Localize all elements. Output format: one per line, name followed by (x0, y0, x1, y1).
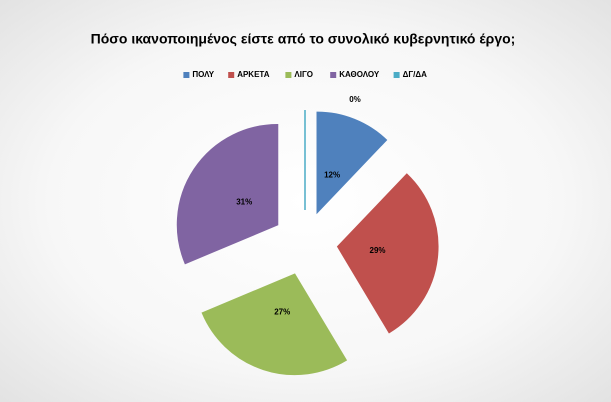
legend: ΠΟΛΥ ΑΡΚΕΤΑ ΛΙΓΟ ΚΑΘΟΛΟΥ ΔΓ/ΔΑ (183, 70, 427, 79)
legend-label: ΛΙΓΟ (294, 70, 313, 79)
legend-swatch (183, 72, 190, 78)
legend-swatch (330, 72, 337, 78)
data-label: 12% (324, 170, 340, 179)
data-label: 31% (236, 198, 252, 207)
legend-label: ΚΑΘΟΛΟΥ (339, 70, 380, 79)
legend-label: ΠΟΛΥ (192, 70, 214, 79)
pie-slice (316, 111, 388, 215)
legend-swatch (228, 72, 235, 78)
data-label: 0% (349, 95, 361, 104)
legend-swatch (393, 72, 400, 78)
chart-title: Πόσο ικανοποιημένος είστε από το συνολικ… (91, 31, 516, 47)
pie-slice (201, 273, 348, 376)
legend-label: ΑΡΚΕΤΑ (237, 70, 270, 79)
data-label: 29% (370, 246, 386, 255)
legend-swatch (285, 72, 292, 78)
pie-slice (336, 173, 439, 334)
data-label: 27% (274, 307, 290, 316)
pie-slice (176, 123, 279, 265)
legend-label: ΔΓ/ΔΑ (403, 70, 428, 79)
